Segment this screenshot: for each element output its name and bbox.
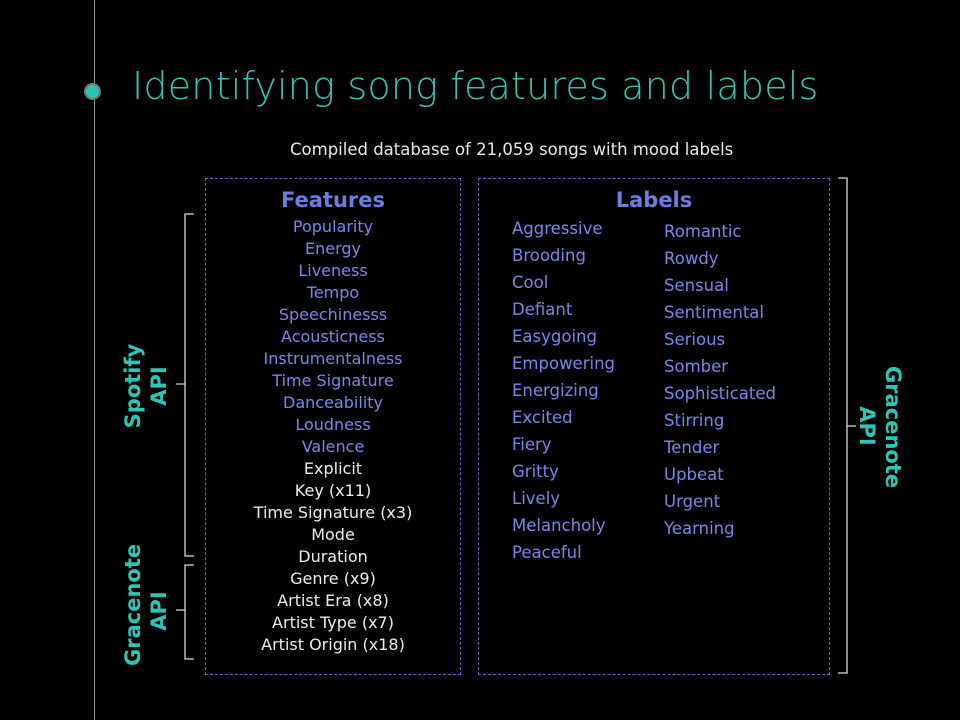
feature-item: Time Signature (x3) (253, 503, 413, 522)
spotify-bracket (176, 213, 194, 557)
feature-item: Energy (304, 239, 361, 258)
feature-item: Artist Origin (x18) (261, 635, 405, 654)
feature-item: Speechinesss (278, 305, 388, 324)
label-item: Rowdy (664, 249, 719, 268)
label-item: Serious (664, 330, 726, 349)
label-item: Gritty (512, 462, 559, 481)
features-heading: Features (281, 188, 385, 212)
label-item: Somber (664, 357, 729, 376)
labels-heading: Labels (615, 188, 693, 212)
label-item: Energizing (512, 381, 599, 400)
label-item: Sentimental (664, 303, 764, 322)
gracenote-label-line: API (855, 406, 879, 446)
spotify-label-line: API (147, 366, 171, 406)
label-item: Stirring (664, 411, 725, 430)
feature-item: Acousticness (281, 327, 385, 346)
slide-title: Identifying song features and labels (132, 64, 819, 108)
label-item: Brooding (512, 246, 586, 265)
feature-item: Mode (311, 525, 355, 544)
gracenote-label-line: Gracenote (121, 543, 145, 666)
feature-item: Genre (x9) (290, 569, 376, 588)
features-box (205, 178, 461, 675)
slide-subtitle: Compiled database of 21,059 songs with m… (290, 140, 734, 159)
feature-item: Danceability (283, 393, 383, 412)
feature-item: Popularity (292, 217, 374, 236)
label-item: Melancholy (512, 516, 606, 535)
label-item: Yearning (664, 519, 735, 538)
feature-item: Tempo (306, 283, 360, 302)
gracenote-left-bracket (176, 564, 194, 660)
gracenote-api-label-right: Gracenote API (854, 366, 906, 489)
label-item: Upbeat (664, 465, 724, 484)
feature-item: Artist Type (x7) (272, 613, 394, 632)
label-item: Romantic (664, 222, 742, 241)
feature-item: Explicit (303, 459, 363, 478)
labels-column-2: Romantic Rowdy Sensual Sentimental Serio… (664, 218, 776, 542)
label-item: Aggressive (512, 219, 603, 238)
feature-item: Liveness (298, 261, 368, 280)
label-item: Sophisticated (664, 384, 777, 403)
label-item: Defiant (512, 300, 573, 319)
label-item: Cool (512, 273, 549, 292)
label-item: Empowering (512, 354, 616, 373)
features-list: Popularity Energy Liveness Tempo Speechi… (205, 216, 461, 656)
label-item: Sensual (664, 276, 729, 295)
feature-item: Instrumentalness (263, 349, 403, 368)
spotify-api-label: Spotify API (120, 336, 172, 436)
feature-item: Duration (298, 547, 368, 566)
label-item: Peaceful (512, 543, 582, 562)
label-item: Urgent (664, 492, 721, 511)
feature-item: Artist Era (x8) (277, 591, 389, 610)
feature-item: Valence (301, 437, 365, 456)
feature-item: Key (x11) (294, 481, 372, 500)
gracenote-label-line: API (147, 591, 171, 631)
labels-box (478, 178, 830, 675)
label-item: Lively (512, 489, 561, 508)
spotify-label-line: Spotify (121, 343, 145, 429)
label-item: Fiery (512, 435, 552, 454)
gracenote-label-line: Gracenote (881, 366, 905, 489)
label-item: Excited (512, 408, 573, 427)
feature-item: Time Signature (272, 371, 394, 390)
feature-item: Loudness (295, 415, 371, 434)
label-item: Easygoing (512, 327, 597, 346)
timeline-line (94, 0, 95, 720)
timeline-dot (84, 83, 101, 100)
labels-column-1: Aggressive Brooding Cool Defiant Easygoi… (512, 215, 615, 566)
label-item: Tender (664, 438, 720, 457)
gracenote-api-label-left: Gracenote API (120, 543, 172, 666)
